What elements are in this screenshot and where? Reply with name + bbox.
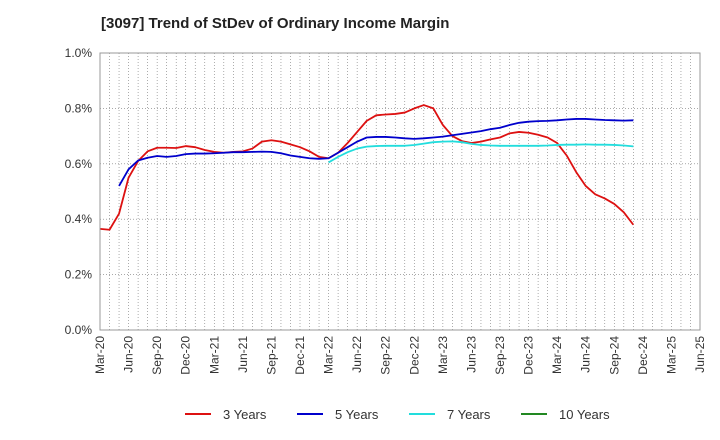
x-tick-label: Mar-22 xyxy=(322,336,336,374)
x-tick-label: Sep-24 xyxy=(607,336,621,375)
x-tick-label: Dec-22 xyxy=(407,336,421,375)
x-tick-label: Dec-23 xyxy=(522,336,536,375)
series-lines xyxy=(99,104,635,231)
x-tick-label: Mar-20 xyxy=(93,336,107,374)
x-tick-label: Jun-25 xyxy=(693,336,707,373)
y-tick-label: 0.6% xyxy=(65,157,93,171)
plot-border xyxy=(99,52,701,331)
x-tick-label: Jun-24 xyxy=(579,336,593,373)
y-tick-label: 0.4% xyxy=(65,212,93,226)
x-tick-label: Mar-23 xyxy=(436,336,450,374)
x-tick-label: Mar-24 xyxy=(550,336,564,374)
x-axis-ticks: Mar-20 Jun-20 Sep-20 Dec-20 Mar-21 Jun-21 Sep-… xyxy=(93,336,707,375)
series-line-7-years xyxy=(328,140,634,164)
x-tick-label: Jun-20 xyxy=(122,336,136,373)
x-tick-label: Dec-21 xyxy=(293,336,307,375)
y-tick-label: 0.0% xyxy=(65,323,93,337)
grid-lines xyxy=(100,53,700,330)
y-tick-label: 1.0% xyxy=(65,46,93,60)
series-line-3-years xyxy=(99,104,635,231)
x-tick-label: Sep-23 xyxy=(493,336,507,375)
y-axis-ticks: 0.0% 0.2% 0.4% 0.6% 0.8% 1.0% xyxy=(65,46,93,337)
legend: 3 Years 5 Years 7 Years 10 Years xyxy=(185,407,610,422)
x-tick-label: Sep-20 xyxy=(150,336,164,375)
x-tick-label: Jun-21 xyxy=(236,336,250,373)
x-tick-label: Mar-25 xyxy=(664,336,678,374)
chart-title: [3097] Trend of StDev of Ordinary Income… xyxy=(101,15,449,32)
legend-label: 3 Years xyxy=(223,407,267,422)
x-tick-label: Jun-23 xyxy=(464,336,478,373)
series-line-5-years xyxy=(118,118,634,187)
y-tick-label: 0.2% xyxy=(65,268,93,282)
legend-label: 7 Years xyxy=(447,407,491,422)
plot-area xyxy=(100,53,700,330)
y-tick-label: 0.8% xyxy=(65,101,93,115)
x-tick-label: Sep-21 xyxy=(264,336,278,375)
x-tick-label: Dec-24 xyxy=(636,336,650,375)
x-tick-label: Jun-22 xyxy=(350,336,364,373)
x-tick-label: Mar-21 xyxy=(207,336,221,374)
x-tick-label: Dec-20 xyxy=(179,336,193,375)
legend-label: 10 Years xyxy=(559,407,610,422)
x-tick-label: Sep-22 xyxy=(379,336,393,375)
legend-label: 5 Years xyxy=(335,407,379,422)
